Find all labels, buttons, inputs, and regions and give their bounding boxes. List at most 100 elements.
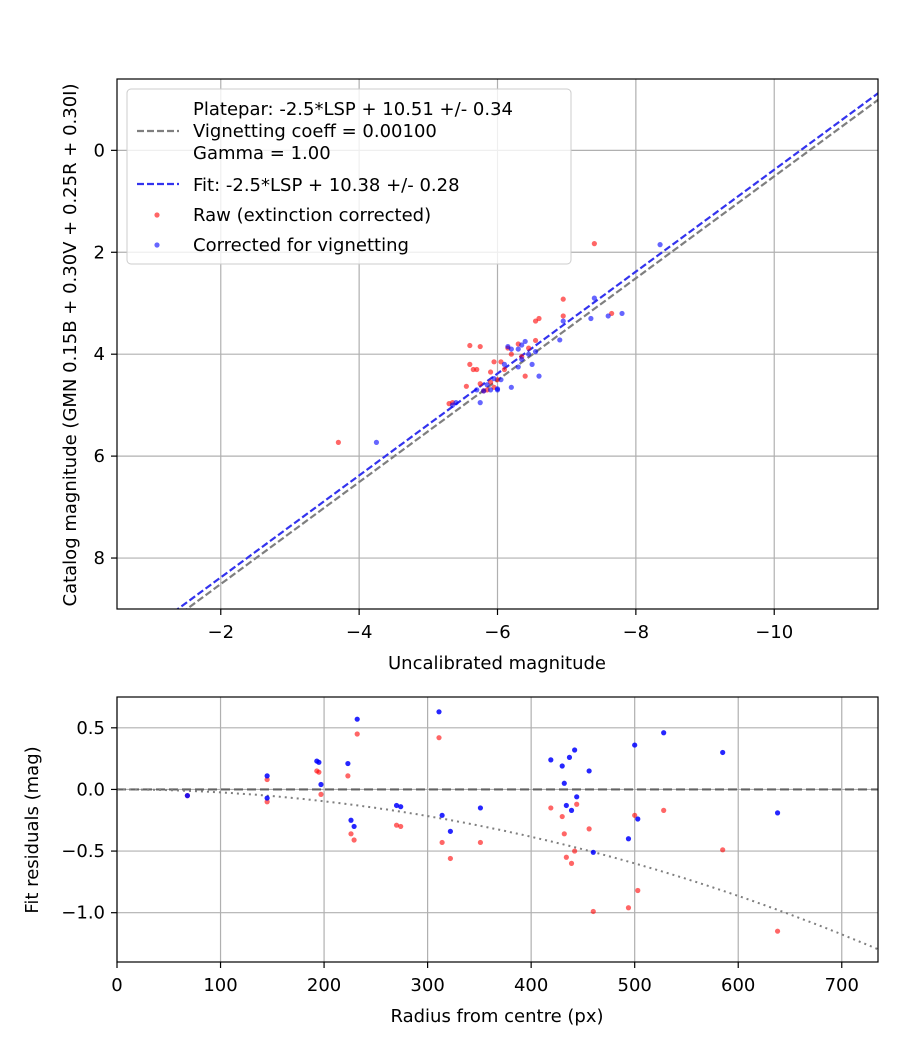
legend-platepar-line2: Vignetting coeff = 0.00100 bbox=[193, 121, 437, 142]
top-legend: Platepar: -2.5*LSP + 10.51 +/- 0.34 Vign… bbox=[126, 88, 572, 265]
corrected-residual-point bbox=[774, 810, 781, 816]
corrected-residual-point bbox=[184, 793, 191, 799]
corrected-residual-point bbox=[354, 716, 360, 722]
raw-residual-point bbox=[574, 801, 580, 807]
raw-point bbox=[467, 361, 473, 367]
corrected-point bbox=[519, 342, 525, 348]
raw-residual-point bbox=[568, 860, 575, 866]
corrected-residual-point bbox=[436, 709, 442, 715]
raw-residual-point bbox=[477, 839, 484, 846]
raw-residual-point bbox=[354, 731, 360, 737]
raw-point bbox=[463, 383, 469, 389]
raw-residual-point bbox=[625, 905, 632, 911]
corrected-point bbox=[526, 351, 532, 357]
bottom-xtick-label: 600 bbox=[721, 975, 755, 996]
raw-point bbox=[526, 345, 532, 351]
raw-point bbox=[335, 439, 341, 445]
raw-residual-point bbox=[351, 837, 357, 843]
raw-residual-point bbox=[264, 776, 270, 783]
bottom-xtick-label: 200 bbox=[307, 975, 341, 996]
raw-residual-point bbox=[635, 887, 641, 894]
raw-point bbox=[560, 313, 566, 319]
bottom-xtick-label: 300 bbox=[410, 975, 444, 996]
raw-point bbox=[508, 351, 514, 357]
legend-box bbox=[126, 88, 572, 265]
raw-residual-point bbox=[316, 769, 322, 775]
bottom-axes-frame bbox=[116, 696, 879, 963]
corrected-residual-point bbox=[348, 817, 354, 823]
corrected-point bbox=[491, 376, 497, 382]
bottom-plot: 0 100 200 300 400 500 600 700 0.5 0.0 −0.5 −1.0 Rad… bbox=[22, 696, 879, 1027]
vignetting-model-curve bbox=[117, 788, 878, 951]
top-xtick-label: −6 bbox=[484, 622, 511, 643]
bottom-ticks: 0 100 200 300 400 500 600 700 0.5 0.0 −0.5 −1.0 bbox=[61, 718, 859, 996]
top-xlabel: Uncalibrated magnitude bbox=[388, 653, 606, 674]
corrected-point bbox=[591, 295, 597, 301]
corrected-residual-point bbox=[566, 754, 573, 760]
top-ytick-label: 2 bbox=[94, 242, 105, 263]
top-xtick-label: −8 bbox=[623, 622, 650, 643]
top-ytick-label: 0 bbox=[94, 140, 105, 161]
corrected-point bbox=[515, 364, 521, 370]
corrected-residual-point bbox=[393, 802, 400, 809]
raw-residual-point bbox=[393, 822, 400, 828]
corrected-residual-point bbox=[398, 804, 404, 810]
corrected-point bbox=[481, 388, 487, 394]
bottom-reference-lines bbox=[117, 788, 878, 951]
bottom-xlabel: Radius from centre (px) bbox=[390, 1006, 603, 1027]
corrected-point bbox=[529, 361, 535, 367]
legend-raw-label: Raw (extinction corrected) bbox=[193, 205, 431, 226]
raw-point bbox=[474, 366, 480, 373]
raw-residual-point bbox=[436, 735, 442, 741]
legend-platepar-line1: Platepar: -2.5*LSP + 10.51 +/- 0.34 bbox=[193, 99, 513, 120]
raw-residual-point bbox=[264, 799, 270, 805]
raw-point bbox=[491, 359, 497, 365]
raw-residual-point bbox=[348, 831, 354, 837]
raw-residual-point bbox=[447, 855, 453, 862]
fit-line bbox=[176, 92, 878, 609]
corrected-residual-point bbox=[563, 802, 569, 809]
raw-point bbox=[532, 337, 539, 344]
corrected-point bbox=[532, 349, 539, 355]
legend-corrected-marker bbox=[154, 242, 160, 248]
raw-residual-point bbox=[586, 826, 592, 832]
corrected-residual-point bbox=[568, 807, 575, 813]
bottom-xtick-label: 700 bbox=[825, 975, 859, 996]
raw-point bbox=[487, 369, 494, 375]
bottom-xtick-label: 500 bbox=[618, 975, 652, 996]
raw-point bbox=[591, 241, 597, 247]
corrected-point bbox=[484, 382, 490, 388]
corrected-residual-point bbox=[632, 742, 638, 748]
corrected-residual-point bbox=[635, 816, 641, 822]
raw-residual-point bbox=[563, 854, 569, 860]
bottom-xtick-label: 400 bbox=[514, 975, 548, 996]
corrected-point bbox=[498, 377, 504, 383]
bottom-ylabel: Fit residuals (mag) bbox=[22, 746, 43, 913]
top-ytick-label: 6 bbox=[94, 446, 105, 467]
corrected-point bbox=[557, 337, 563, 343]
raw-residual-point bbox=[548, 805, 554, 811]
raw-residual-point bbox=[720, 847, 726, 853]
corrected-residual-point bbox=[439, 812, 445, 818]
corrected-point bbox=[508, 384, 514, 390]
corrected-residual-point bbox=[316, 759, 322, 765]
raw-point bbox=[501, 366, 508, 373]
bottom-ytick-label: −1.0 bbox=[61, 903, 105, 924]
bottom-xtick-label: 0 bbox=[111, 975, 122, 996]
corrected-point bbox=[588, 315, 594, 322]
raw-point bbox=[467, 342, 473, 349]
top-scatter bbox=[335, 241, 663, 445]
raw-point bbox=[477, 381, 483, 387]
raw-point bbox=[560, 296, 566, 302]
raw-point bbox=[522, 373, 528, 379]
top-ytick-label: 4 bbox=[94, 344, 105, 365]
raw-residual-point bbox=[661, 807, 667, 813]
corrected-point bbox=[487, 387, 494, 393]
bottom-ytick-label: 0.0 bbox=[76, 779, 105, 800]
raw-point bbox=[536, 315, 542, 322]
corrected-point bbox=[619, 310, 625, 317]
corrected-residual-point bbox=[720, 749, 726, 756]
